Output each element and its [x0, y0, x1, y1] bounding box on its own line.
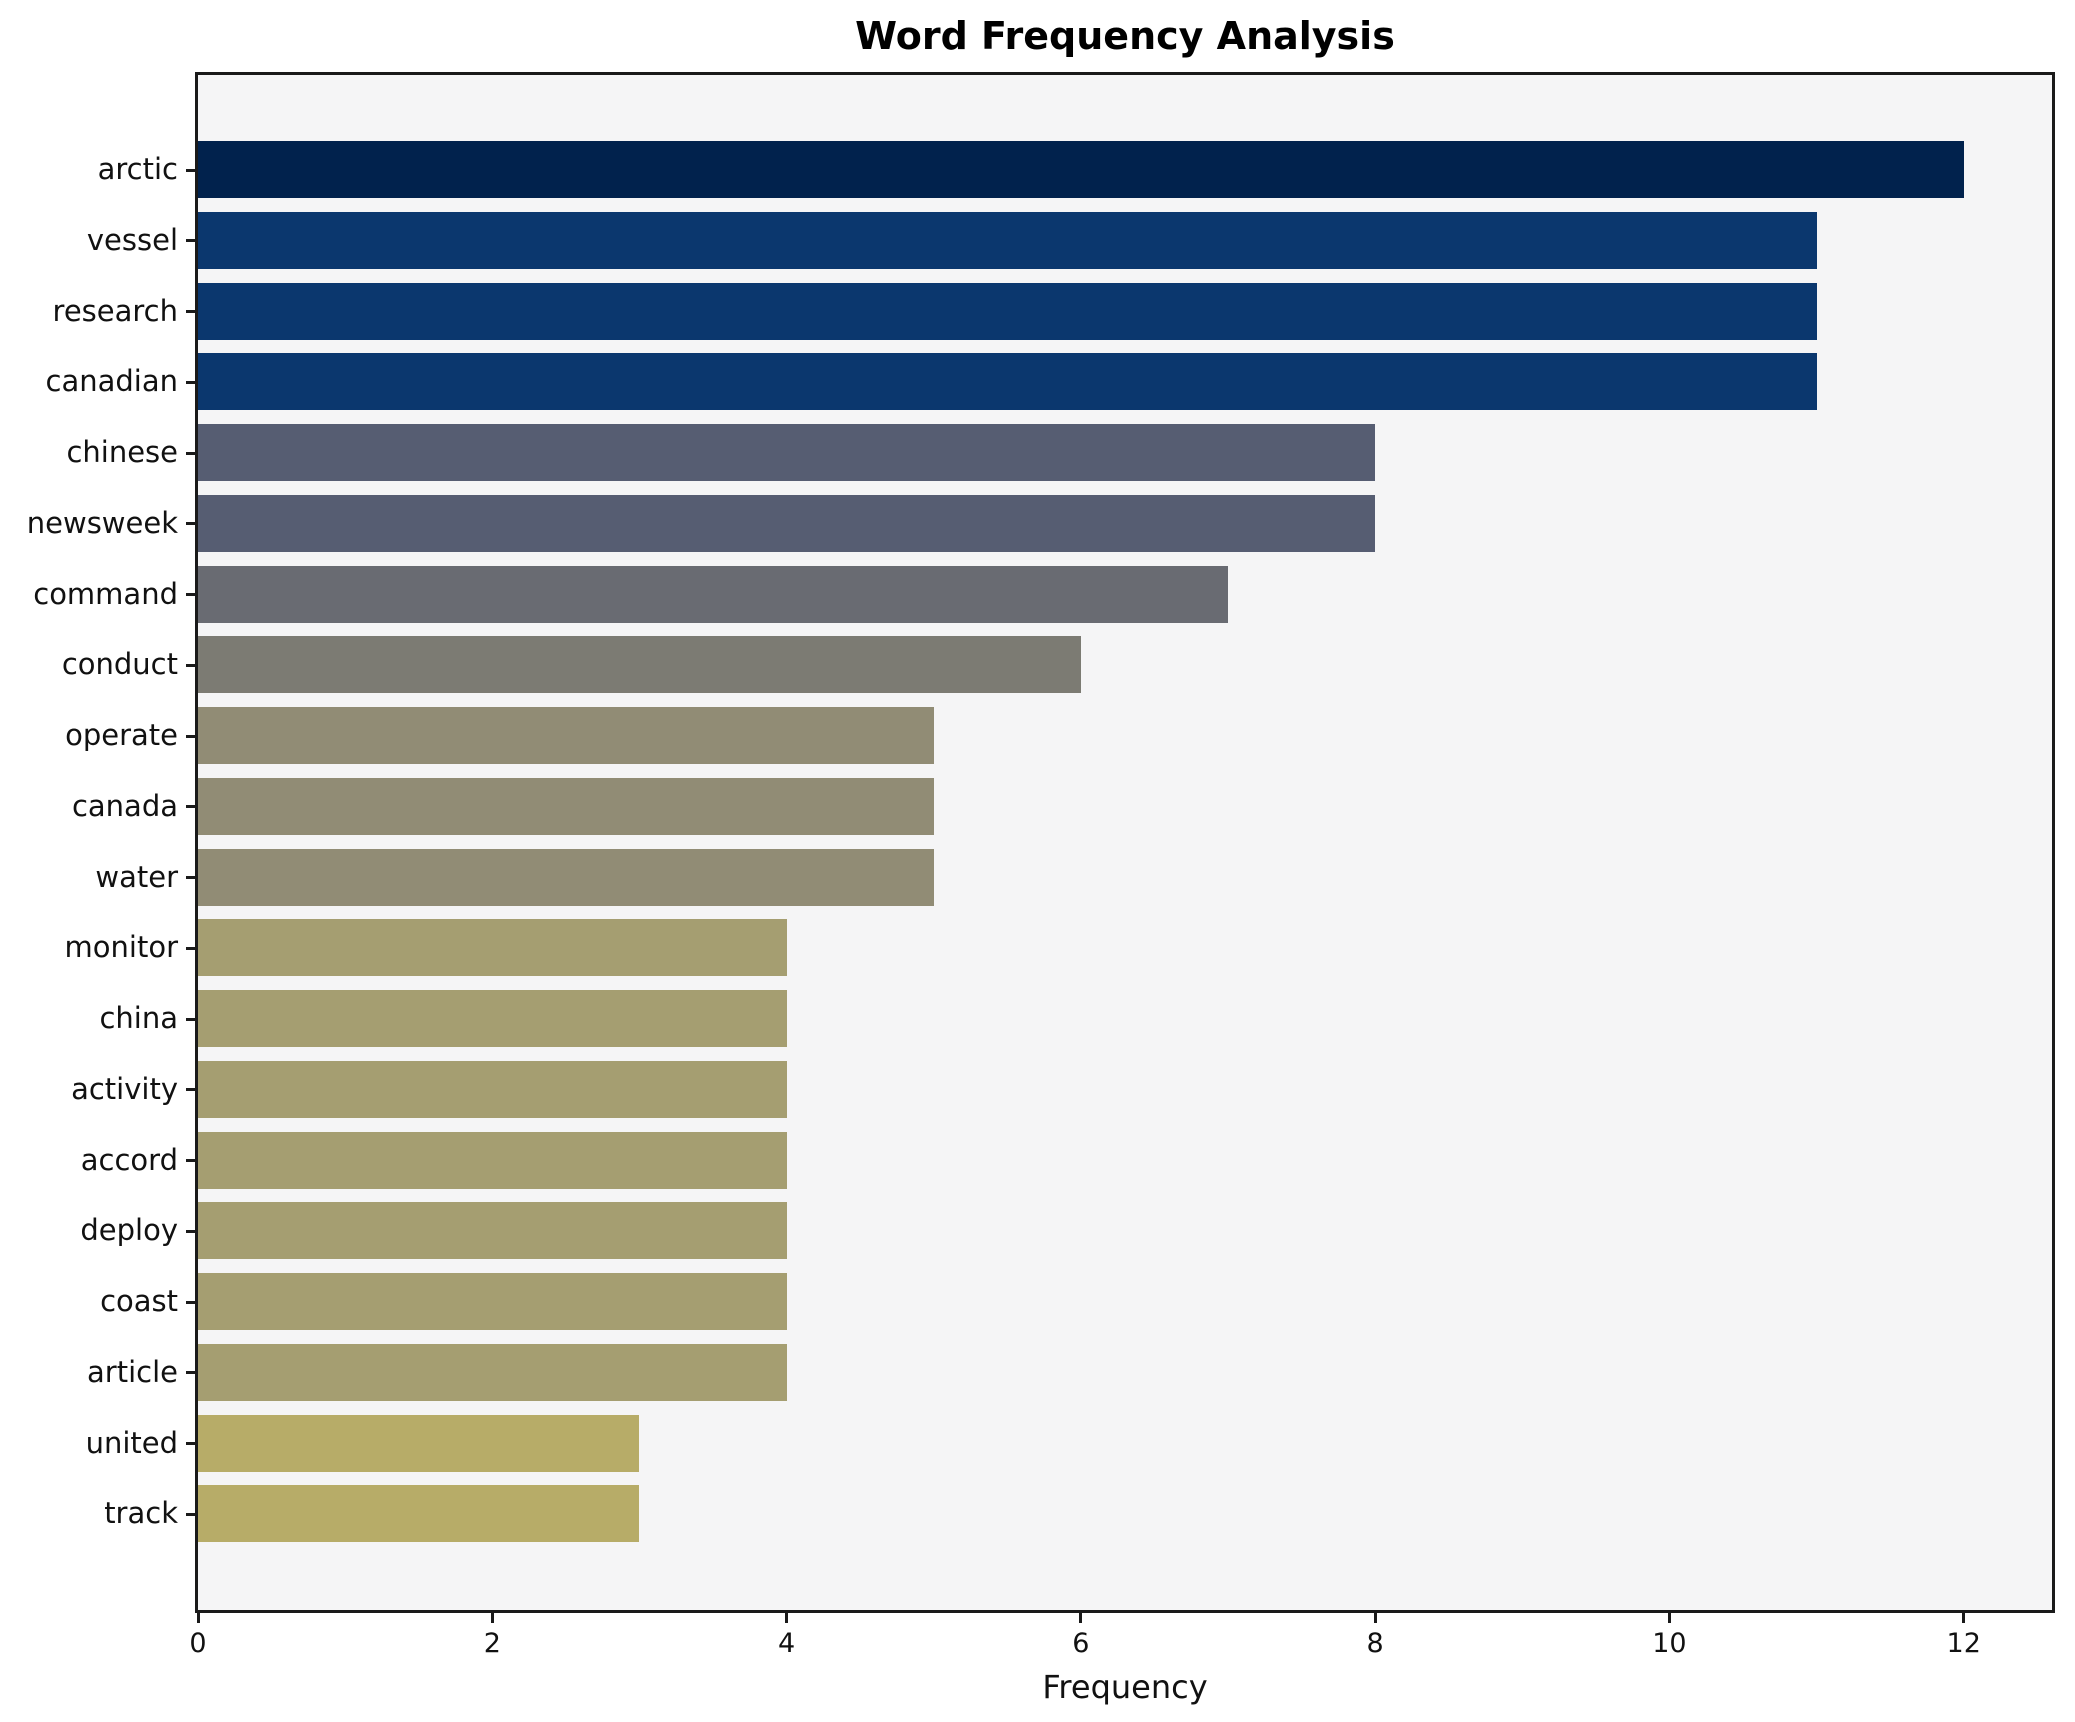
y-label-accord: accord	[80, 1142, 178, 1177]
y-label-arctic: arctic	[97, 152, 178, 186]
chart-title: Word Frequency Analysis	[855, 14, 1395, 58]
y-tick-mark	[186, 663, 195, 667]
x-tick-mark	[490, 1613, 494, 1623]
bar-conduct	[198, 636, 1081, 694]
y-label-conduct: conduct	[61, 647, 178, 682]
x-tick-mark	[1079, 1613, 1083, 1623]
x-tick-mark	[1962, 1613, 1966, 1623]
y-tick-mark	[186, 876, 195, 879]
y-label-china: china	[99, 1001, 178, 1035]
bar-arctic	[198, 141, 1964, 198]
y-tick-mark	[186, 1300, 195, 1304]
y-label-operate: operate	[65, 718, 178, 752]
x-tick-mark	[1667, 1613, 1671, 1623]
x-tick-label-6: 6	[1072, 1628, 1090, 1659]
bar-water	[198, 848, 934, 906]
y-tick-mark	[186, 1159, 195, 1162]
y-label-chinese: chinese	[66, 435, 178, 469]
y-tick-mark	[186, 310, 195, 313]
y-tick-mark	[186, 805, 195, 809]
bar-accord	[198, 1131, 787, 1189]
bar-track	[198, 1485, 640, 1543]
x-tick-label-8: 8	[1366, 1628, 1384, 1659]
y-label-vessel: vessel	[86, 222, 178, 257]
bar-command	[198, 565, 1228, 623]
y-tick-mark	[186, 380, 195, 384]
x-tick-mark	[785, 1613, 789, 1623]
bar-united	[198, 1414, 640, 1472]
bar-research	[198, 282, 1817, 340]
y-label-newsweek: newsweek	[26, 505, 178, 540]
y-tick-mark	[186, 946, 195, 950]
bar-activity	[198, 1060, 787, 1118]
x-tick-label-0: 0	[189, 1628, 207, 1659]
y-label-coast: coast	[100, 1284, 178, 1318]
x-tick-label-10: 10	[1652, 1628, 1687, 1659]
bar-newsweek	[198, 494, 1376, 552]
bar-china	[198, 990, 787, 1047]
bar-canada	[198, 777, 934, 835]
y-label-track: track	[104, 1496, 178, 1531]
x-tick-label-12: 12	[1946, 1628, 1981, 1659]
y-label-command: command	[33, 576, 178, 611]
x-tick-mark	[196, 1613, 200, 1623]
y-tick-mark	[186, 239, 195, 243]
y-tick-mark	[186, 593, 195, 596]
y-label-united: united	[85, 1425, 178, 1460]
y-label-monitor: monitor	[64, 930, 178, 965]
x-axis-title: Frequency	[1042, 1668, 1208, 1706]
bar-canadian	[198, 353, 1817, 411]
y-tick-mark	[186, 1017, 195, 1021]
x-tick-label-4: 4	[777, 1628, 796, 1659]
y-tick-mark	[186, 1442, 195, 1445]
bar-vessel	[198, 211, 1817, 269]
y-label-water: water	[95, 859, 178, 894]
y-tick-mark	[186, 1371, 195, 1375]
y-label-canadian: canadian	[45, 364, 178, 399]
plot-area	[195, 72, 2055, 1613]
y-tick-mark	[186, 522, 195, 526]
bar-chinese	[198, 424, 1376, 481]
bar-monitor	[198, 919, 787, 977]
y-tick-mark	[186, 1088, 195, 1092]
y-tick-mark	[186, 168, 195, 172]
y-tick-mark	[186, 1229, 195, 1233]
bar-operate	[198, 707, 934, 764]
bar-coast	[198, 1273, 787, 1330]
x-tick-label-2: 2	[483, 1628, 501, 1659]
y-label-canada: canada	[71, 788, 178, 823]
y-label-deploy: deploy	[80, 1213, 178, 1248]
y-tick-mark	[186, 451, 195, 455]
y-tick-mark	[186, 1512, 195, 1516]
y-label-activity: activity	[71, 1071, 178, 1106]
y-tick-mark	[186, 734, 195, 738]
y-label-article: article	[87, 1354, 178, 1389]
bar-deploy	[198, 1202, 787, 1260]
bar-article	[198, 1343, 787, 1401]
x-tick-mark	[1373, 1613, 1377, 1623]
y-label-research: research	[52, 293, 178, 328]
